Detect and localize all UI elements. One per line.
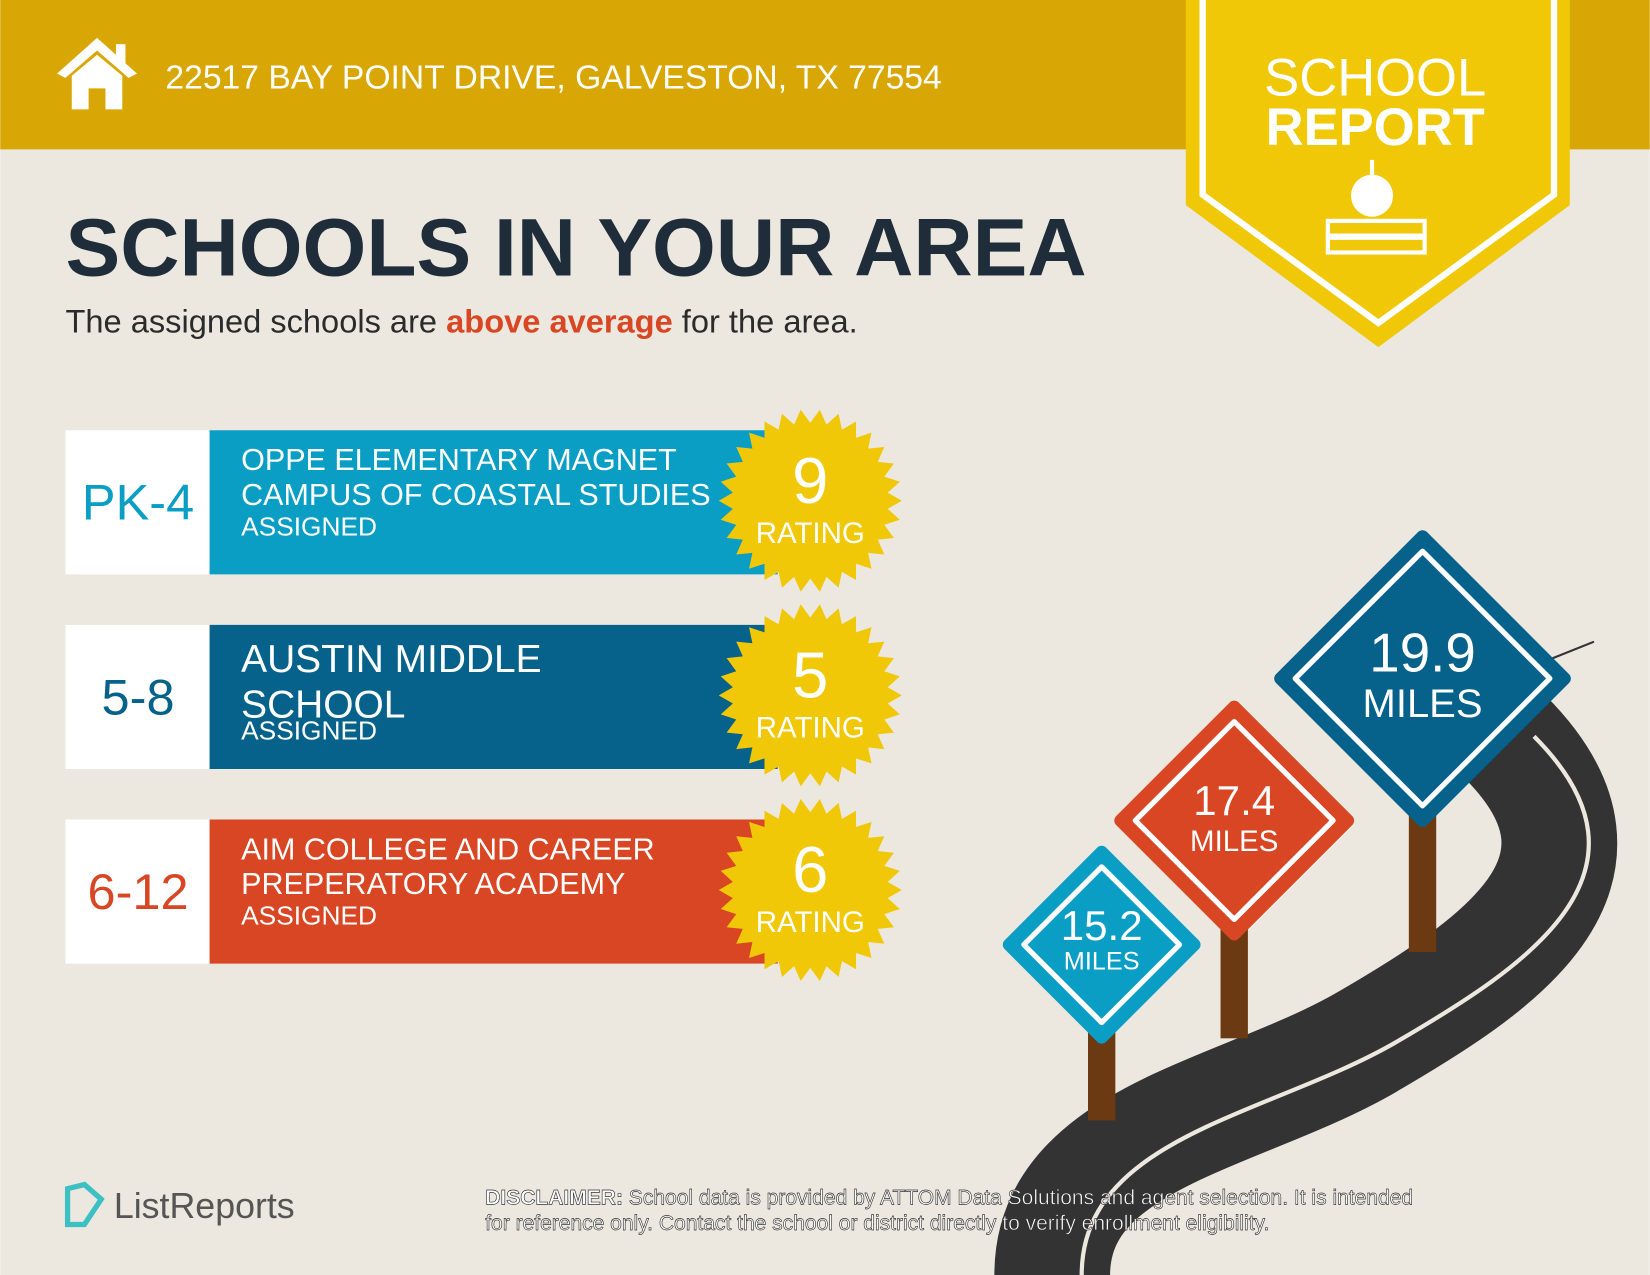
school-name: OPPE ELEMENTARY MAGNET <box>241 443 677 477</box>
rating-star <box>718 604 902 787</box>
sign <box>1114 700 1355 941</box>
address: 22517 BAY POINT DRIVE, GALVESTON, TX 775… <box>165 59 941 96</box>
disclaimer-line: School data is provided by ATTOM Data So… <box>629 1187 1413 1210</box>
school-name: PREPERATORY ACADEMY <box>241 867 625 901</box>
subtitle: The assigned schools are above average f… <box>65 302 857 339</box>
road-edge <box>1546 640 1595 662</box>
school-name: CAMPUS OF COASTAL STUDIES <box>241 478 710 512</box>
subtitle-before: The assigned schools are <box>65 302 446 339</box>
house-icon <box>57 37 138 110</box>
distance: 19.9 <box>1369 621 1475 683</box>
subtitle-highlight: above average <box>446 302 673 339</box>
badge-line2: REPORT <box>1266 98 1485 157</box>
heading: SCHOOLS IN YOUR AREA <box>65 203 1086 294</box>
rating: 5 <box>792 638 828 711</box>
disclaimer-line: for reference only. Contact the school o… <box>485 1212 1269 1235</box>
grade: PK-4 <box>82 474 194 531</box>
rating-label: RATING <box>756 906 865 939</box>
school-name: AUSTIN MIDDLE <box>241 638 541 681</box>
school-status: ASSIGNED <box>241 716 377 746</box>
grade-box <box>65 430 210 575</box>
school-name: AIM COLLEGE AND CAREER <box>241 832 655 866</box>
grade: 6-12 <box>88 863 189 920</box>
rating-star <box>718 798 902 981</box>
logo-icon <box>64 1181 105 1228</box>
rating-star <box>718 409 902 592</box>
road-line <box>1079 734 1591 1275</box>
sign-border <box>1132 719 1336 923</box>
school-bar <box>209 819 778 964</box>
sign <box>1274 530 1571 827</box>
rating: 9 <box>792 444 828 517</box>
grade-box <box>65 624 210 769</box>
grade-box <box>65 819 210 964</box>
logo: ListReports <box>114 1186 295 1226</box>
badge-outline <box>1199 0 1558 327</box>
school-status: ASSIGNED <box>241 511 377 541</box>
distance: 17.4 <box>1193 777 1275 824</box>
school-bar <box>209 624 778 769</box>
distance-unit: MILES <box>1064 948 1140 976</box>
subtitle-after: for the area. <box>673 302 858 339</box>
rating-label: RATING <box>756 517 865 550</box>
road <box>994 695 1617 1275</box>
badge <box>1185 0 1570 348</box>
school-bar <box>209 430 778 575</box>
sign-border <box>1021 864 1183 1026</box>
sign <box>1002 845 1201 1044</box>
sign-border <box>1292 548 1553 809</box>
school-status: ASSIGNED <box>241 901 377 931</box>
grade: 5-8 <box>102 668 175 725</box>
distance-unit: MILES <box>1363 682 1483 726</box>
distance-unit: MILES <box>1190 825 1278 858</box>
badge-line1: SCHOOL <box>1264 49 1486 108</box>
rating-label: RATING <box>756 711 865 744</box>
disclaimer-label: DISCLAIMER: <box>485 1187 623 1210</box>
rating: 6 <box>792 833 828 906</box>
school-name: SCHOOL <box>241 683 405 726</box>
apple-book-icon <box>1325 159 1427 255</box>
distance: 15.2 <box>1061 902 1143 949</box>
disclaimer: DISCLAIMER: School data is provided by A… <box>485 1187 1413 1235</box>
